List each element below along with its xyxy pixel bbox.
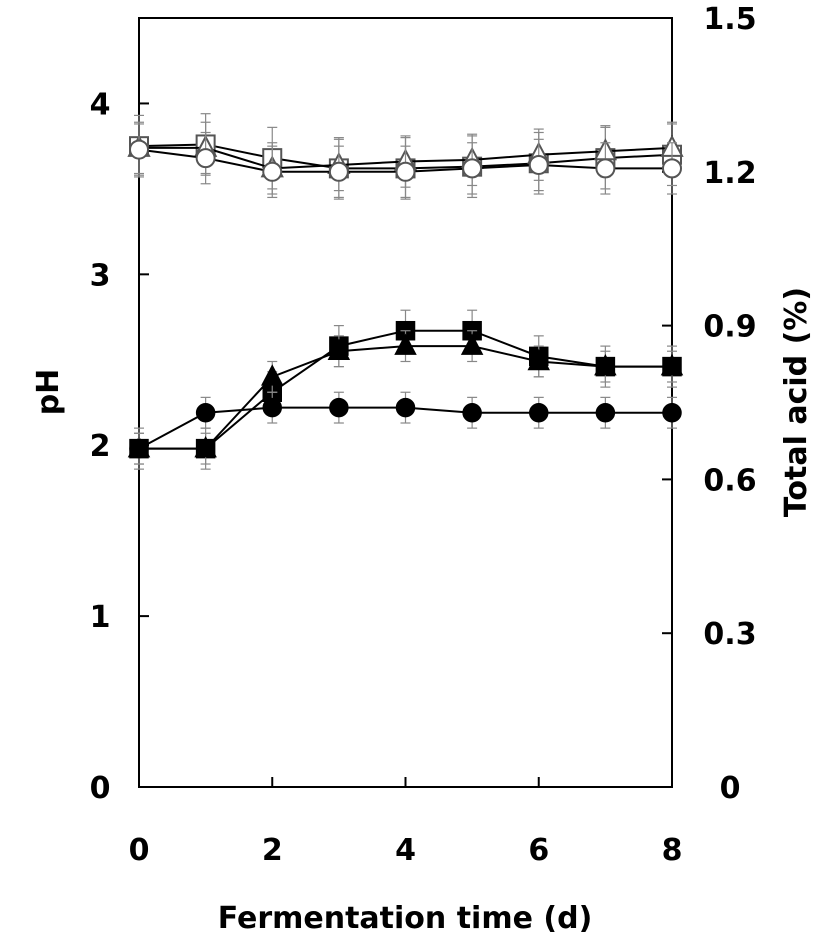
x-tick-label: 8 <box>662 833 683 868</box>
data-point-triangle <box>594 354 617 376</box>
y-left-tick-label: 2 <box>90 429 111 464</box>
data-point-triangle <box>261 364 284 386</box>
data-point-circle <box>395 161 416 182</box>
y-right-tick-label: 1.5 <box>703 2 756 37</box>
x-tick-label: 6 <box>528 833 549 868</box>
series-layer <box>127 113 684 470</box>
x-tick-label: 4 <box>395 833 416 868</box>
data-point-circle <box>395 397 416 418</box>
data-point-circle <box>129 139 149 160</box>
data-point-circle <box>528 154 549 175</box>
y-left-tick-label: 3 <box>90 258 111 293</box>
data-point-circle <box>595 403 616 423</box>
series-filled-triangle <box>127 330 684 465</box>
data-point-circle <box>595 158 616 179</box>
data-point-triangle <box>660 354 684 376</box>
y-right-tick-label: 0.3 <box>703 617 756 652</box>
data-point-circle <box>329 397 349 418</box>
y-right-tick-label: 0.6 <box>703 463 756 498</box>
series-open-circle <box>129 123 682 199</box>
data-point-circle <box>462 403 482 423</box>
data-point-triangle <box>394 333 417 355</box>
x-axis-title: Fermentation time (d) <box>218 901 593 936</box>
data-point-circle <box>328 161 349 182</box>
data-point-circle <box>662 158 682 179</box>
data-point-circle <box>195 403 216 423</box>
data-point-circle <box>529 403 549 423</box>
data-point-triangle <box>194 436 217 458</box>
y-left-tick-label: 0 <box>90 771 111 806</box>
axes: 0 2 4 6 8 0 1 2 3 4 0 0.3 0.6 0.9 1.2 1.5 <box>90 2 757 868</box>
data-point-triangle <box>527 348 550 371</box>
data-point-circle <box>195 148 216 169</box>
data-point-triangle <box>327 338 351 360</box>
data-point-circle <box>462 158 483 179</box>
x-tick-label: 2 <box>262 833 283 868</box>
y-left-axis-title: pH <box>31 369 66 416</box>
y-right-tick-label: 0.9 <box>703 310 756 345</box>
data-point-circle <box>262 397 282 418</box>
data-point-circle <box>662 403 682 423</box>
data-point-triangle <box>460 333 484 355</box>
data-point-circle <box>262 161 283 182</box>
series-filled-circle <box>129 391 682 465</box>
y-right-axis-title: Total acid (%) <box>779 287 814 517</box>
x-tick-label: 0 <box>129 833 150 868</box>
y-right-tick-label: 0 <box>720 771 741 806</box>
y-left-tick-label: 4 <box>90 87 111 122</box>
data-point-circle <box>129 438 149 459</box>
y-right-tick-label: 1.2 <box>703 156 756 191</box>
y-left-tick-label: 1 <box>90 600 111 635</box>
